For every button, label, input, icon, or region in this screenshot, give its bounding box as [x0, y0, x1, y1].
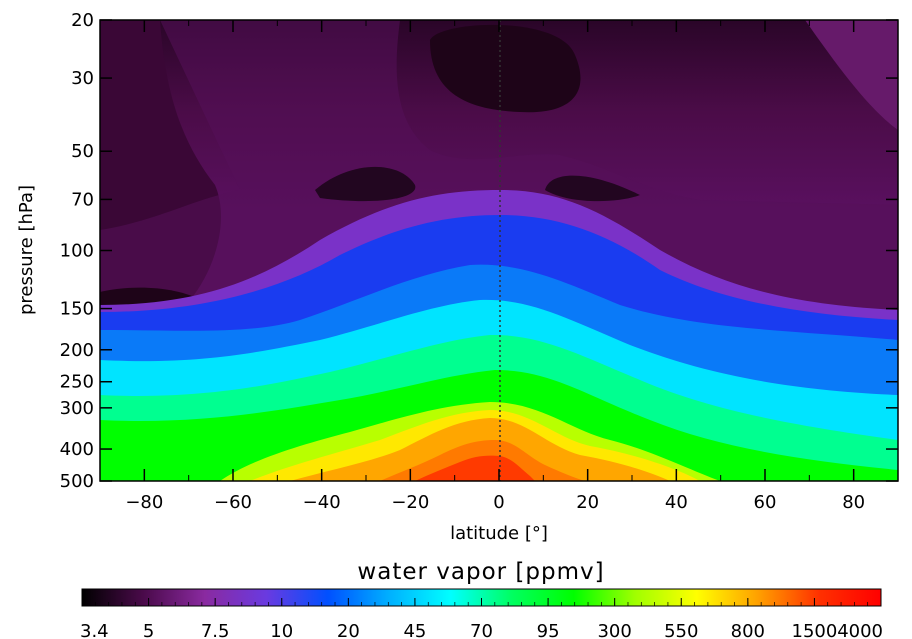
y-axis-title: pressure [hPa] — [16, 185, 37, 315]
y-tick-label: 150 — [60, 299, 94, 320]
dry-core-right — [545, 175, 640, 202]
y-tick-label: 300 — [60, 398, 94, 419]
colorbar-label: 1500 — [792, 621, 838, 639]
colorbar-labels: 3.4 5 7.5 10 20 45 70 95 300 550 800 1500 4000 — [80, 621, 883, 639]
y-tick-label: 100 — [60, 241, 94, 262]
x-axis-ticks: −80 −60 −40 −20 0 20 40 60 80 — [99, 20, 899, 513]
y-tick-label: 200 — [60, 340, 94, 361]
x-tick-label: 0 — [493, 492, 504, 513]
colorbar-label: 20 — [337, 621, 360, 639]
x-tick-label: −20 — [391, 492, 429, 513]
upper-right-moist-region — [805, 20, 898, 130]
heatmap-field — [100, 20, 898, 481]
x-tick-label: 60 — [754, 492, 777, 513]
y-tick-label: 500 — [60, 471, 94, 492]
colorbar-label: 7.5 — [201, 621, 230, 639]
surface-red-core — [415, 455, 535, 481]
x-tick-label: 20 — [576, 492, 599, 513]
colorbar-label: 550 — [664, 621, 698, 639]
y-tick-label: 250 — [60, 372, 94, 393]
y-tick-label: 70 — [71, 189, 94, 210]
colorbar-label: 800 — [731, 621, 765, 639]
colorbar-label: 5 — [143, 621, 154, 639]
colorbar-label: 70 — [470, 621, 493, 639]
colorbar-label: 10 — [270, 621, 293, 639]
colorbar-minor-ticks — [81, 598, 882, 606]
x-tick-label: −60 — [214, 492, 252, 513]
y-tick-label: 50 — [71, 141, 94, 162]
colorbar-label: 45 — [403, 621, 426, 639]
colorbar-label: 95 — [537, 621, 560, 639]
y-tick-label: 20 — [71, 10, 94, 31]
x-tick-label: 40 — [665, 492, 688, 513]
colorbar-label: 300 — [597, 621, 631, 639]
colorbar-label: 4000 — [837, 621, 883, 639]
y-tick-label: 30 — [71, 68, 94, 89]
colorbar-label: 3.4 — [80, 621, 109, 639]
x-axis-title: latitude [°] — [450, 523, 548, 544]
left-stratosphere-band — [100, 20, 898, 320]
colorbar-title: water vapor [ppmv] — [357, 559, 604, 585]
dry-core-left — [315, 166, 416, 202]
x-tick-label: 80 — [842, 492, 865, 513]
dry-core-upper — [430, 24, 581, 113]
x-tick-label: −40 — [303, 492, 341, 513]
y-tick-label: 400 — [60, 439, 94, 460]
x-tick-label: −80 — [125, 492, 163, 513]
y-axis-ticks: 20 30 50 70 100 150 200 250 300 400 500 — [60, 10, 898, 492]
